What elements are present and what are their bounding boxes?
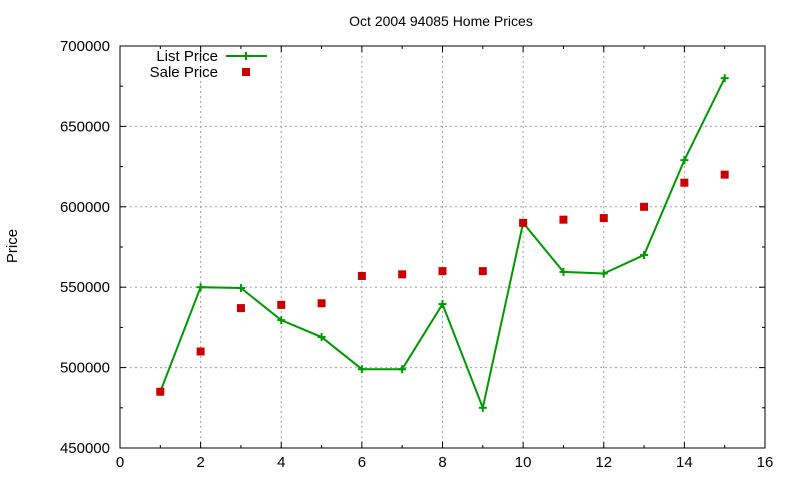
x-tick-label: 12 <box>595 454 612 471</box>
data-point <box>398 365 407 374</box>
data-point <box>438 300 447 309</box>
series-sale-price <box>156 170 729 396</box>
data-point <box>680 178 689 187</box>
data-point <box>156 387 165 396</box>
data-point <box>720 170 729 179</box>
x-tick-label: 2 <box>196 454 204 471</box>
data-point <box>196 283 205 292</box>
x-tick-label: 6 <box>358 454 366 471</box>
data-point <box>317 333 326 342</box>
y-tick-label: 450000 <box>60 440 110 457</box>
axes: 0 2 4 6 8 10 12 14 16 450000 500000 550000 600000 650… <box>60 38 773 471</box>
data-point <box>680 156 689 165</box>
data-point <box>438 267 447 276</box>
y-tick-label: 500000 <box>60 360 110 377</box>
data-point <box>519 218 528 227</box>
data-point <box>317 299 326 308</box>
x-tick-label: 0 <box>116 454 124 471</box>
legend-label: List Price <box>156 48 218 65</box>
x-tick-label: 8 <box>438 454 446 471</box>
data-point <box>720 74 729 83</box>
data-point <box>478 403 487 412</box>
data-point <box>640 202 649 211</box>
series-list-price <box>156 74 729 412</box>
x-tick-label: 16 <box>757 454 774 471</box>
series-layer <box>156 74 729 412</box>
legend-marker <box>242 52 250 60</box>
data-point <box>236 304 245 313</box>
y-tick-label: 600000 <box>60 199 110 216</box>
data-point <box>640 251 649 260</box>
data-point <box>478 267 487 276</box>
data-point <box>559 267 568 276</box>
data-point <box>357 271 366 280</box>
x-tick-label: 10 <box>515 454 532 471</box>
data-point <box>277 300 286 309</box>
x-tick-label: 4 <box>277 454 285 471</box>
x-tick-label: 14 <box>676 454 693 471</box>
legend-label: Sale Price <box>150 64 218 81</box>
data-point <box>196 347 205 356</box>
grid-lines <box>120 46 765 448</box>
data-point <box>236 284 245 293</box>
legend-marker <box>242 68 250 76</box>
chart-title: Oct 2004 94085 Home Prices <box>349 13 533 29</box>
data-point <box>599 214 608 223</box>
data-point <box>559 215 568 224</box>
data-point <box>398 270 407 279</box>
y-tick-label: 550000 <box>60 279 110 296</box>
y-tick-label: 650000 <box>60 118 110 135</box>
y-tick-label: 700000 <box>60 38 110 55</box>
y-axis-label: Price <box>4 229 21 263</box>
data-point <box>357 365 366 374</box>
data-point <box>277 316 286 325</box>
data-point <box>599 269 608 278</box>
